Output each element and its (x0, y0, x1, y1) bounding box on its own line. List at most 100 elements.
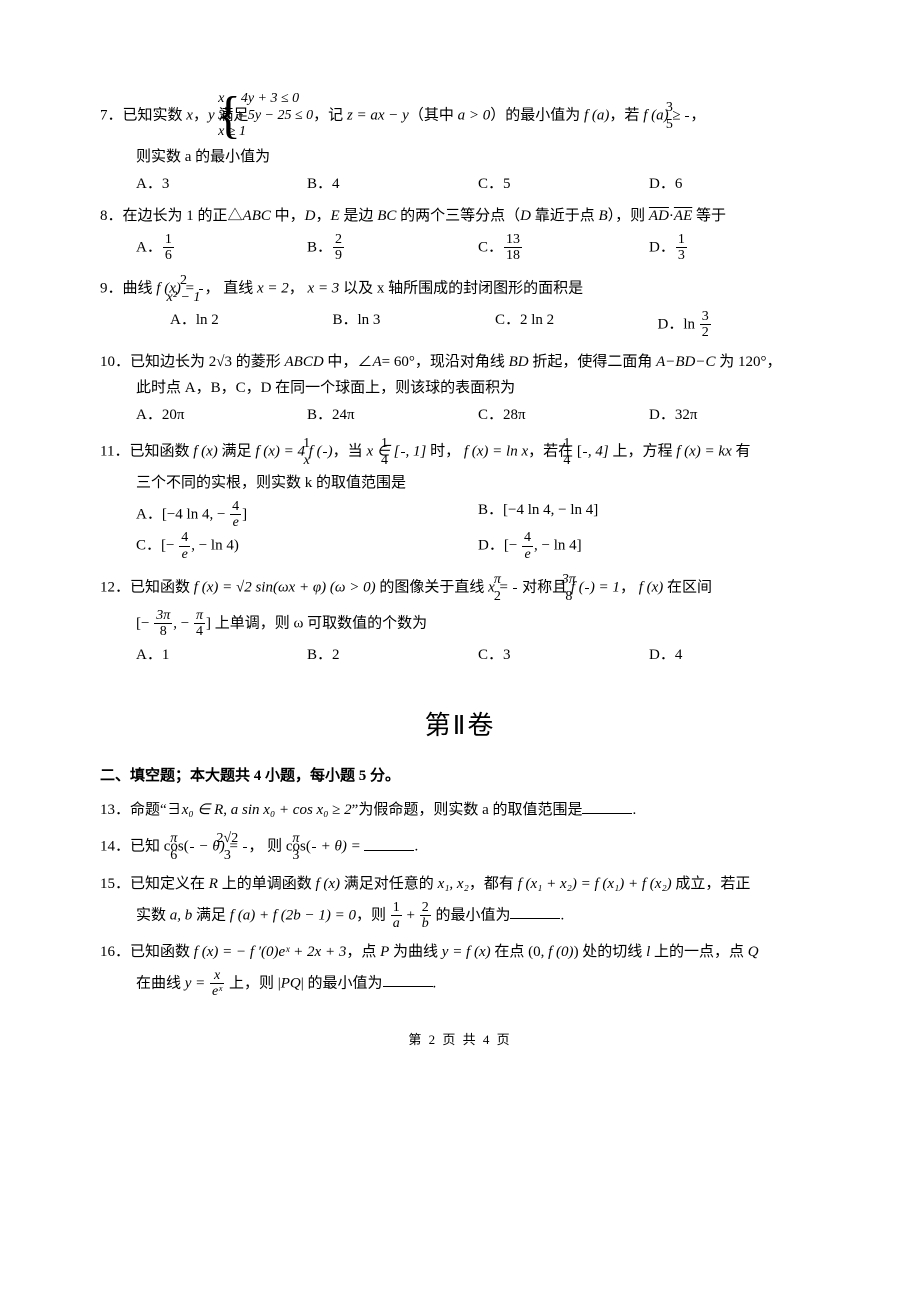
question-16: 16．已知函数 f (x) = − f ′(0)eˣ + 2x + 3，点 P … (100, 941, 820, 999)
q-number: 10． (100, 354, 130, 370)
text: , − ln 4) (191, 538, 239, 554)
q11-sub: 三个不同的实根，则实数 k 的取值范围是 (100, 472, 820, 495)
text: 已知 cos( (130, 839, 189, 855)
choice-a: A．16 (136, 232, 307, 264)
label: D．[− (478, 538, 521, 554)
num: 1 (583, 436, 587, 452)
q-number: 13． (100, 802, 130, 818)
eq: f (x) = − f ′(0)eˣ + 2x + 3 (194, 944, 347, 960)
question-8: 8．在边长为 1 的正△ABC 中，D，E 是边 BC 的两个三等分点（D 靠近… (100, 205, 820, 263)
text: , − ln 4] (534, 538, 582, 554)
eq: x = 3 (308, 281, 340, 297)
fraction: 2b (420, 900, 431, 932)
fraction: 13 (676, 232, 687, 264)
text: 成立，若正 (672, 876, 751, 892)
eq: z = ax − y (347, 107, 409, 123)
text: 中，∠ (324, 354, 373, 370)
num: 3π (562, 572, 576, 587)
question-13: 13．命题“∃x₀ ∈ R, a sin x₀ + cos x₀ ≥ 2”为假命… (100, 798, 820, 822)
text: ，若在 [ (528, 444, 582, 460)
text: ）的最小值为 (490, 107, 584, 123)
var: PQ (281, 975, 301, 991)
text: 中， (271, 208, 305, 224)
num: 3π (156, 608, 170, 623)
answer-blank (383, 971, 433, 987)
choice-c: C．1318 (478, 232, 649, 264)
text: 已知函数 (130, 580, 194, 596)
fraction: 16 (163, 232, 174, 264)
eq: x = 2 (257, 281, 289, 297)
choice-c: C．2 ln 2 (495, 309, 658, 341)
var: BC (377, 208, 396, 224)
text: 靠近于点 (531, 208, 599, 224)
q11-choices: A．[−4 ln 4, − 4e] B．[−4 ln 4, − ln 4] C．… (100, 499, 820, 563)
den: eˣ (212, 984, 222, 999)
q-number: 11． (100, 444, 129, 460)
text: 为曲线 (389, 944, 442, 960)
var: x (186, 107, 193, 123)
question-14: 14．已知 cos(π6 − θ) = 2√23， 则 cos(π3 + θ) … (100, 831, 820, 863)
text: ， (193, 107, 208, 123)
eq: y = f (x) (442, 944, 491, 960)
den: 9 (333, 248, 344, 263)
text: . (560, 907, 564, 923)
text: 的最小值为 (432, 907, 511, 923)
num: 1 (401, 436, 405, 452)
den: 2 (513, 589, 517, 604)
eq: f (0) (548, 944, 573, 960)
answer-blank (364, 835, 414, 851)
text: 以及 x 轴所围成的封闭图形的面积是 (339, 281, 583, 297)
text: | 的最小值为 (301, 975, 383, 991)
text: ，都有 (469, 876, 518, 892)
den: a (393, 916, 400, 931)
var: Q (748, 944, 759, 960)
var: x₁, x₂ (438, 876, 469, 892)
text: ，记 (313, 107, 347, 123)
eq: x ≥ 1 (218, 124, 246, 139)
eq: , 4] (588, 444, 609, 460)
text: ， (690, 107, 705, 123)
fraction: 2√23 (243, 831, 247, 863)
num: π (292, 831, 299, 846)
choice-c: C．28π (478, 404, 649, 427)
var: D (520, 208, 531, 224)
fraction: 32 (700, 309, 711, 341)
num: 2 (199, 273, 203, 289)
eq: f (a) + f (2b − 1) = 0 (230, 907, 356, 923)
var: D (305, 208, 316, 224)
choice-a: A．1 (136, 644, 307, 667)
label: C．[− (136, 538, 178, 554)
num: π (196, 608, 203, 623)
question-7: 7．已知实数 x，y 满足 {x − 4y + 3 ≤ 03x + 5y − 2… (100, 90, 820, 195)
q7-stem: 7．已知实数 x，y 满足 {x − 4y + 3 ≤ 03x + 5y − 2… (100, 90, 820, 142)
fraction: 1a (391, 900, 402, 932)
text: ，点 (346, 944, 380, 960)
num: 3 (685, 100, 689, 116)
eq: + θ) = (317, 839, 365, 855)
q-number: 12． (100, 580, 130, 596)
den: 6 (190, 848, 194, 863)
q15-stem: 15．已知定义在 R 上的单调函数 f (x) 满足对任意的 x₁, x₂，都有… (100, 873, 820, 896)
num: 4 (179, 530, 190, 546)
var: A (372, 354, 381, 370)
fraction: 1x (323, 436, 327, 468)
den: e (233, 515, 239, 530)
choice-b: B．24π (307, 404, 478, 427)
den: 3 (312, 848, 316, 863)
choice-d: D．32π (649, 404, 820, 427)
text: 的图像关于直线 (376, 580, 489, 596)
den: 4 (583, 453, 587, 468)
fraction: π3 (312, 831, 316, 863)
q9-stem: 9．曲线 f (x) = 2x² − 1， 直线 x = 2， x = 3 以及… (100, 273, 820, 305)
choice-b: B．[−4 ln 4, − ln 4] (478, 499, 820, 531)
answer-blank (510, 903, 560, 919)
text: （其中 (409, 107, 458, 123)
q8-choices: A．16 B．29 C．1318 D．13 (100, 232, 820, 264)
vector: AE (674, 208, 692, 224)
q16-stem: 16．已知函数 f (x) = − f ′(0)eˣ + 2x + 3，点 P … (100, 941, 820, 964)
choice-b: B．29 (307, 232, 478, 264)
text: 上的单调函数 (218, 876, 316, 892)
choice-d: D．13 (649, 232, 820, 264)
label: B． (307, 239, 332, 255)
num: 2 (333, 232, 344, 248)
